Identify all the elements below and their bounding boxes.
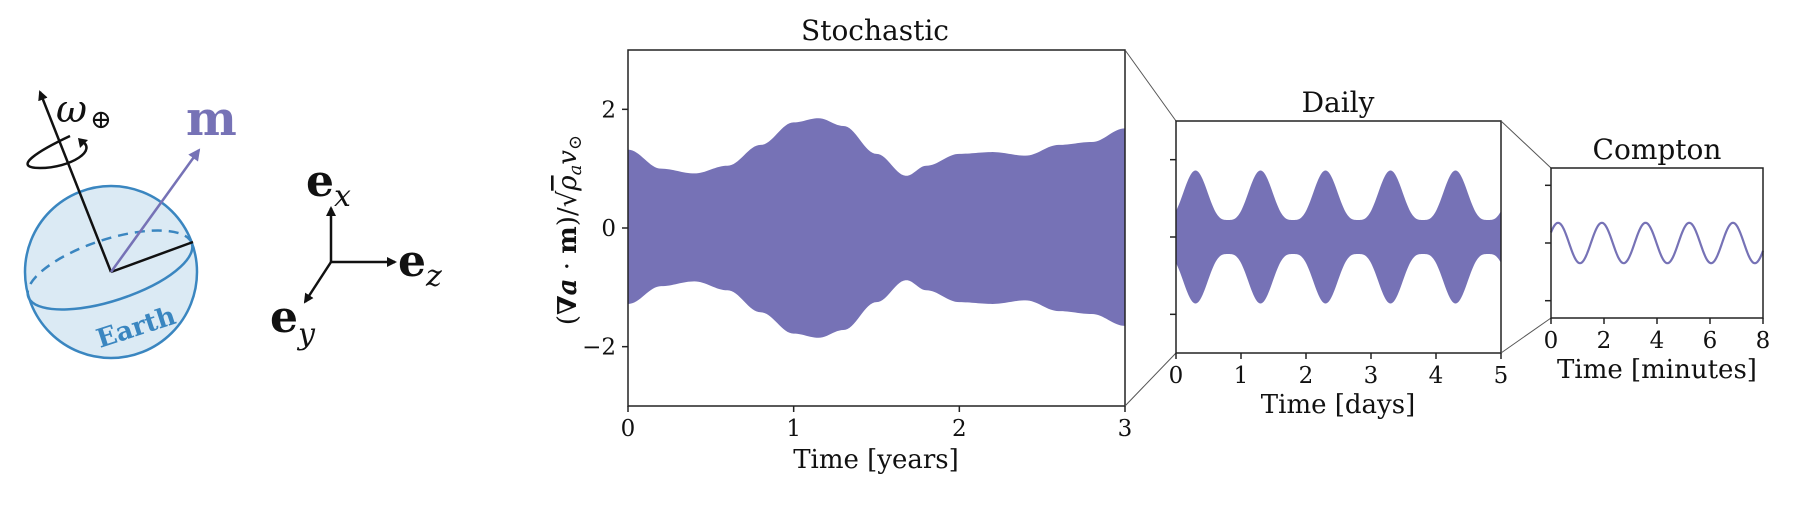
ylabel-dot: · [553,254,583,279]
zoom-connector-top-2 [1500,120,1552,169]
panel-daily: Daily 0 1 2 3 4 5 Time [days] [1169,86,1509,420]
compton-title: Compton [1593,133,1722,166]
y-tick-label: 2 [601,97,616,123]
zoom-connector-bottom-2 [1500,317,1552,354]
ylabel-a: a [553,279,583,296]
coordinate-axes: e x e z e y [270,156,442,352]
rotation-axis [38,90,113,273]
compton-xlabel: Time [minutes] [1557,355,1757,385]
stochastic-y-ticks: −2 0 2 [582,97,628,361]
daily-envelope-area [1176,170,1501,304]
ez-label: e [398,236,426,287]
daily-marks [1176,170,1501,304]
ey-subscript: y [296,317,316,352]
ylabel-root: √ [553,190,583,207]
rotation-arrow-icon [26,134,88,170]
stochastic-x-ticks: 0 1 2 3 [621,406,1133,442]
svg-text:(∇a · m)/√ρav⊙: (∇a · m)/√ρav⊙ [553,135,586,325]
ez-subscript: z [425,259,442,294]
stochastic-title: Stochastic [801,14,949,47]
ylabel-rho: ρ [553,175,583,192]
compton-x-ticks: 0 2 4 6 8 [1544,318,1771,354]
x-tick-label: 2 [1299,363,1314,389]
y-tick-label: −2 [582,335,616,361]
equator-back [26,229,191,301]
x-tick-label: 0 [1169,363,1184,389]
compton-y-ticks [1545,184,1551,302]
zoom-connector-bottom-1 [1124,352,1177,407]
x-tick-label: 4 [1429,363,1444,389]
x-tick-label: 1 [786,416,801,442]
x-tick-label: 4 [1650,328,1665,354]
x-tick-label: 3 [1118,416,1133,442]
ylabel-m: m [553,226,583,254]
daily-x-ticks: 0 1 2 3 4 5 [1169,353,1509,389]
panel-compton: Compton 0 2 4 6 8 Time [minutes] [1544,133,1771,385]
ylabel-nabla: ∇ [553,295,583,315]
ey-arrow [303,261,333,304]
zoom-connector-top-1 [1124,49,1177,122]
x-tick-label: 0 [1544,328,1559,354]
compton-oscillation-line [1549,221,1765,265]
x-tick-label: 8 [1756,328,1771,354]
stochastic-marks [628,118,1125,338]
x-tick-label: 5 [1494,363,1509,389]
x-tick-label: 2 [1597,328,1612,354]
stochastic-xlabel: Time [years] [793,445,959,475]
stochastic-envelope-area [628,118,1125,338]
ylabel-open: ( [553,315,583,325]
ylabel-v-sub: ⊙ [565,135,586,150]
ey-label: e [270,292,298,343]
x-tick-label: 2 [952,416,967,442]
daily-title: Daily [1302,86,1375,119]
panel-stochastic: Stochastic 0 1 2 3 −2 0 2 Time [years] [582,14,1132,475]
x-tick-label: 1 [1234,363,1249,389]
omega-label: ω [56,87,87,131]
x-tick-label: 0 [621,416,636,442]
ylabel-rho-sub: a [565,165,586,176]
ex-subscript: x [334,179,351,214]
omega-subscript: ⊕ [90,105,112,135]
daily-xlabel: Time [days] [1261,390,1415,420]
compton-marks [1549,221,1765,265]
equator-front [29,239,194,311]
m-label: m [186,91,237,147]
ylabel-v: v [553,150,583,165]
y-axis-label: (∇a · m)/√ρav⊙ [553,135,586,325]
m-vector [109,148,201,273]
earth-diagram: Earth ω ⊕ m [23,87,237,360]
ex-label: e [306,156,334,207]
equator-radius [110,240,194,274]
rotation-arrowhead-icon [78,138,88,148]
x-tick-label: 3 [1364,363,1379,389]
ylabel-close: )/ [553,207,583,226]
x-tick-label: 6 [1703,328,1718,354]
y-tick-label: 0 [601,216,616,242]
daily-y-ticks [1170,158,1176,316]
